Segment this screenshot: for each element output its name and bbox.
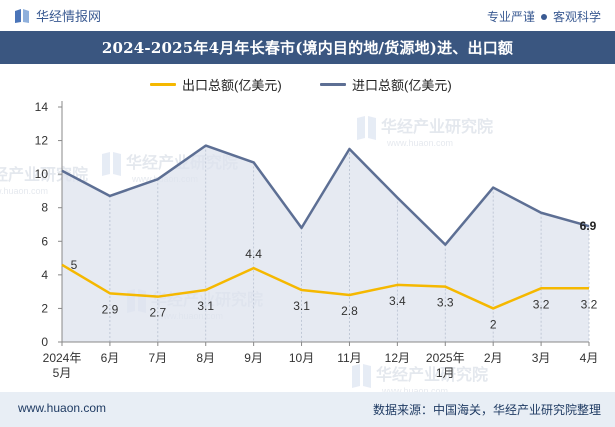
chart-title: 2024-2025年4月年长春市(境内目的地/货源地)进、出口额 <box>101 39 514 57</box>
x-tick-label: 2024年 <box>43 351 82 365</box>
slogan-left: 专业严谨 <box>486 10 535 24</box>
y-tick-label: 6 <box>41 234 48 248</box>
export-data-label: 3.1 <box>197 299 214 313</box>
export-data-label: 2.8 <box>341 304 358 318</box>
import-series-line <box>61 144 590 246</box>
y-tick-label: 0 <box>41 335 48 349</box>
legend-item-import[interactable]: 进口总额(亿美元) <box>320 75 452 94</box>
export-series-line <box>61 263 589 310</box>
x-tick-label: 7月 <box>148 351 167 365</box>
y-tick-label: 14 <box>35 100 49 114</box>
watermark-text: 华经产业研究院 <box>376 365 488 384</box>
bullet-dot-icon <box>540 14 547 21</box>
x-tick-label: 12月 <box>385 351 410 365</box>
export-data-label: 3.3 <box>437 296 454 310</box>
watermark-sub: www.huaon.com <box>381 386 448 392</box>
export-data-label: 3.2 <box>533 297 550 311</box>
export-data-label: 3.1 <box>293 299 310 313</box>
line-chart: 华经产业研究院 www.huaon.com 华经产业研究院 www.huaon.com… <box>0 100 599 392</box>
x-tick-label: 8月 <box>196 351 215 365</box>
legend-label-import: 进口总额(亿美元) <box>352 78 452 93</box>
watermark-logo-icon <box>102 152 110 176</box>
footer: www.huaon.com 数据来源：中国海关，华经产业研究院整理 <box>0 392 615 427</box>
slogan-right: 客观科学 <box>552 10 601 24</box>
x-tick-label: 10月 <box>289 351 314 365</box>
legend-swatch-import <box>320 83 346 86</box>
export-data-label: 3.4 <box>389 294 406 308</box>
watermark-3: 华经产业研究院 www.huaon.com <box>352 364 488 392</box>
legend-swatch-export <box>150 83 176 86</box>
x-tick-label: 9月 <box>244 351 263 365</box>
watermark-logo-icon <box>363 364 371 388</box>
y-tick-label: 10 <box>35 167 49 181</box>
watermark-logo-icon <box>357 116 365 140</box>
watermark-logo-icon <box>113 152 121 176</box>
y-tick-label: 2 <box>41 301 48 315</box>
export-data-label: 5 <box>71 258 78 272</box>
export-data-label: 2 <box>490 317 497 331</box>
slogan: 专业严谨 客观科学 <box>487 8 601 25</box>
brand[interactable]: 华经情报网 <box>14 6 101 25</box>
brand-name: 华经情报网 <box>36 9 102 24</box>
top-bar: 华经情报网 专业严谨 客观科学 <box>0 0 615 30</box>
watermark-logo-icon <box>352 364 360 388</box>
x-tick-label: 2月 <box>484 351 503 365</box>
x-tick-label: 4月 <box>580 351 599 365</box>
x-tick-label: 6月 <box>101 351 120 365</box>
watermark-1: 华经产业研究院 www.huaon.com <box>357 116 493 148</box>
watermark-text: 华经产业研究院 <box>381 117 493 136</box>
export-data-label: 2.9 <box>102 302 119 316</box>
export-data-label: 2.7 <box>149 306 166 320</box>
watermark-sub: www.huaon.com <box>0 186 48 196</box>
import-data-label: 6.9 <box>580 219 597 233</box>
x-tick-label: 1月 <box>436 366 455 380</box>
export-data-label: 4.4 <box>245 247 262 261</box>
brand-logo-icon <box>15 8 29 23</box>
data-labels: 5 2.9 2.7 3.1 4.4 3.1 2.8 3.4 3.3 2 3.2 3.2 6.9 <box>71 219 598 331</box>
chart-title-band: 2024-2025年4月年长春市(境内目的地/货源地)进、出口额 <box>0 31 615 64</box>
legend-label-export: 出口总额(亿美元) <box>182 78 282 93</box>
x-tick-label: 3月 <box>532 351 551 365</box>
y-tick-label: 4 <box>41 268 48 282</box>
chart-legend: 出口总额(亿美元) 进口总额(亿美元) <box>0 75 615 95</box>
y-tick-label: 12 <box>35 134 49 148</box>
footer-url[interactable]: www.huaon.com <box>18 401 107 415</box>
watermark-sub: www.huaon.com <box>386 138 453 148</box>
y-axis: 0 2 4 6 8 10 12 14 <box>35 100 63 349</box>
x-tick-label: 11月 <box>337 351 361 365</box>
drop-lines <box>61 145 590 342</box>
watermark-logo-icon <box>368 116 376 140</box>
footer-source: 数据来源：中国海关，华经产业研究院整理 <box>372 403 601 417</box>
x-tick-label: 2025年 <box>426 351 465 365</box>
x-tick-label: 5月 <box>53 366 72 380</box>
y-tick-label: 8 <box>41 201 48 215</box>
legend-item-export[interactable]: 出口总额(亿美元) <box>150 75 282 94</box>
export-data-label: 3.2 <box>581 297 598 311</box>
